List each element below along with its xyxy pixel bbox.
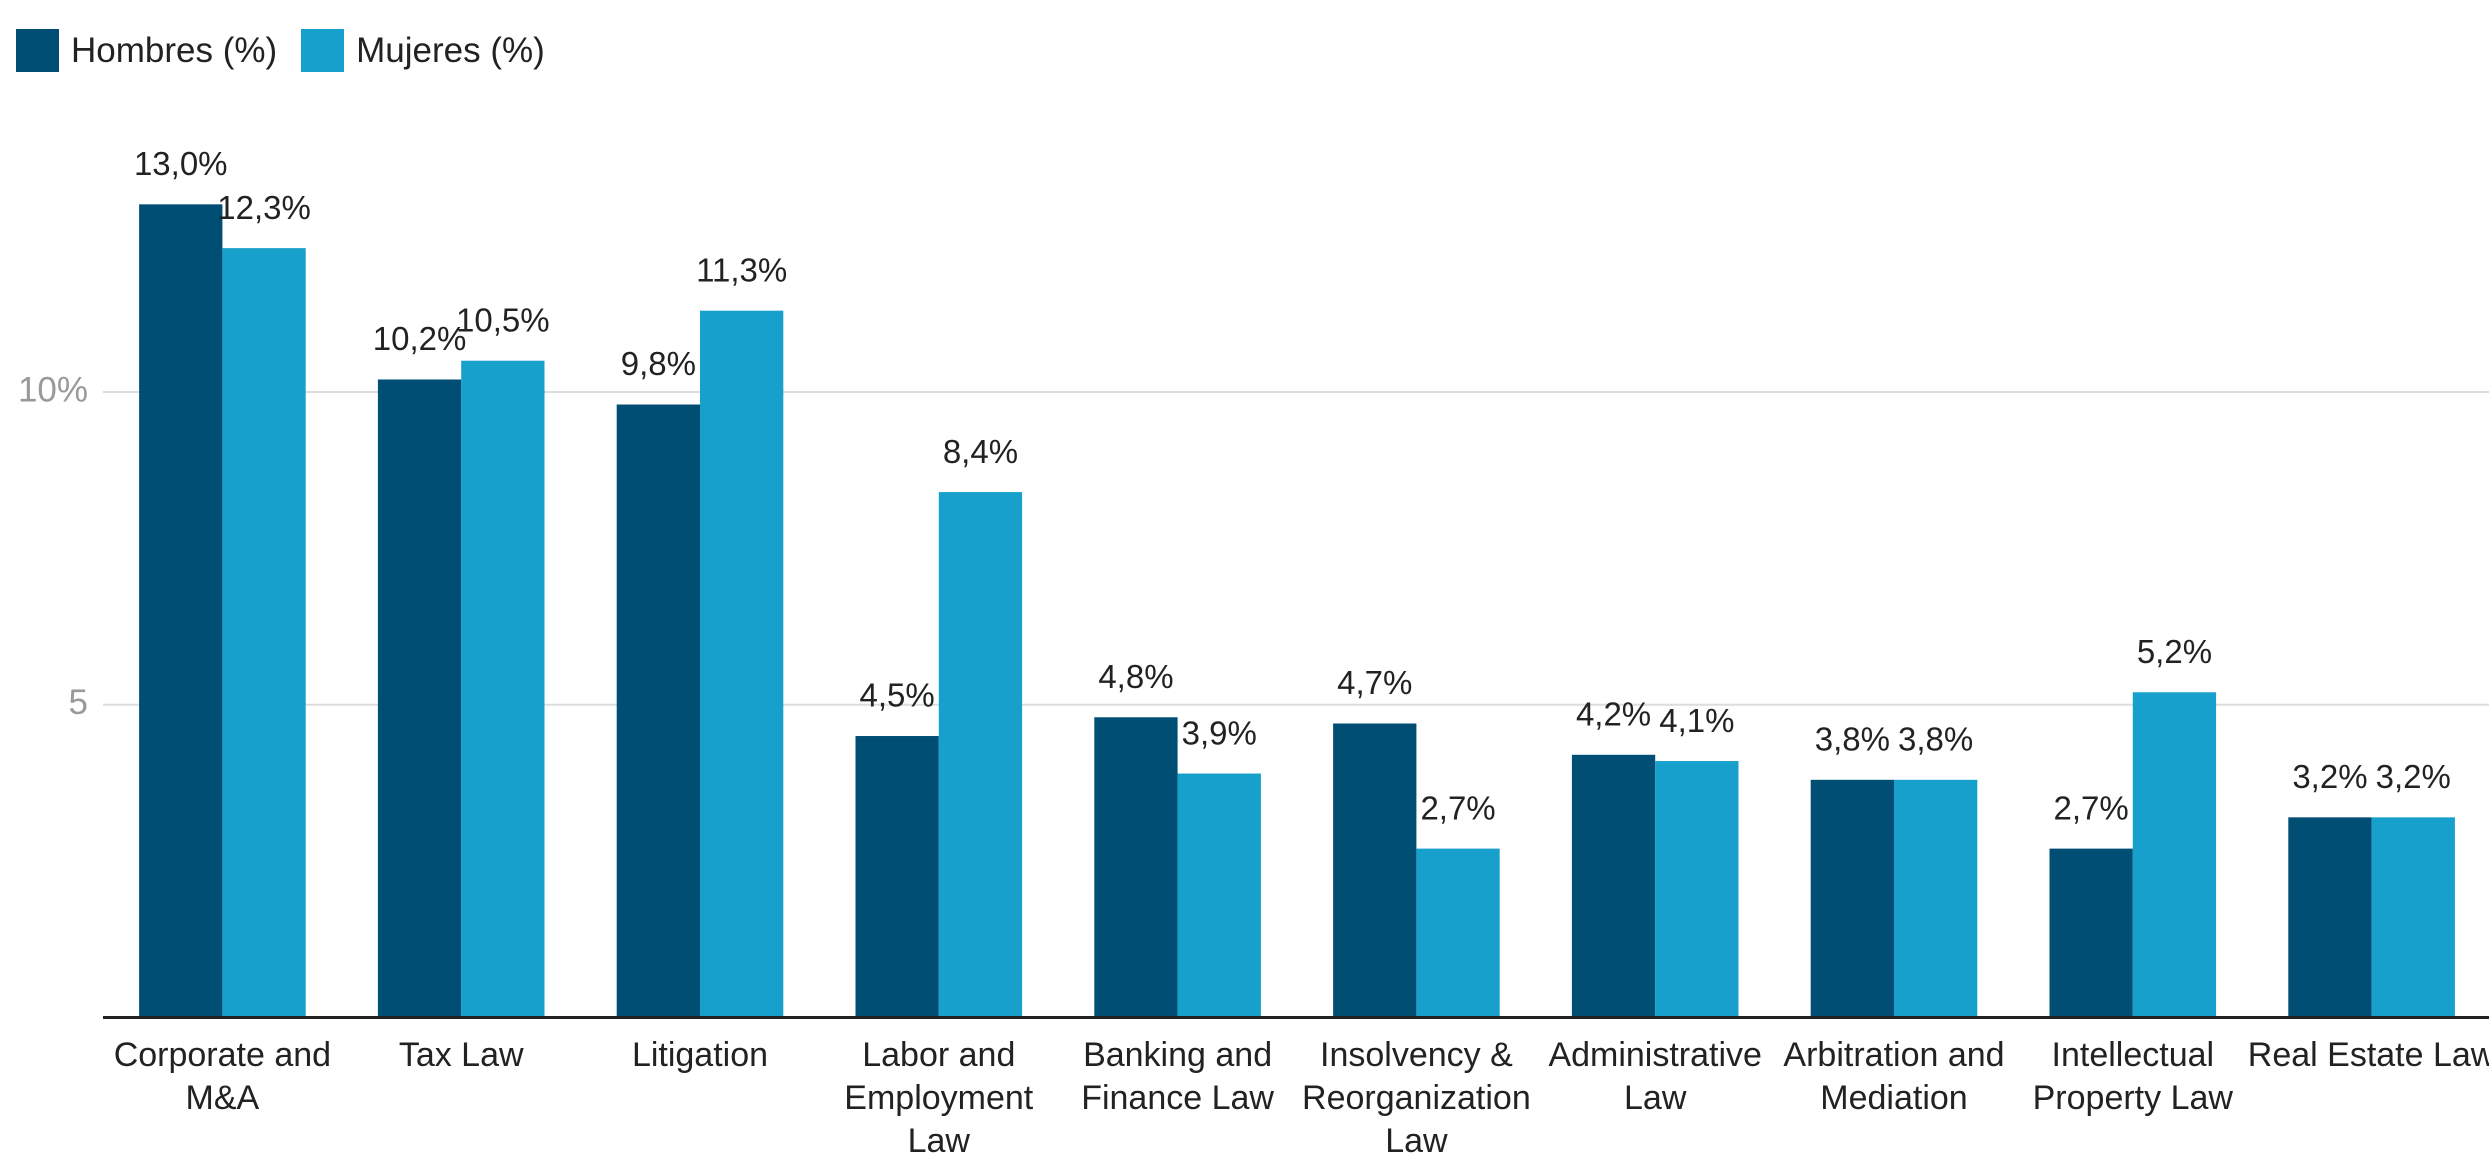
bar <box>855 736 939 1018</box>
data-label: 3,8% <box>1898 721 1973 758</box>
bar <box>2132 692 2217 1018</box>
legend-item: Hombres (%) <box>16 29 277 72</box>
data-label: 2,7% <box>1420 789 1495 826</box>
y-tick-label: 5 <box>69 683 88 722</box>
data-label: 4,8% <box>1098 658 1173 695</box>
legend-swatch <box>301 29 345 72</box>
x-tick-label: Tax Law <box>398 1036 524 1074</box>
x-tick-label: Administrative Law <box>1548 1036 1762 1117</box>
data-label: 4,5% <box>860 677 935 714</box>
bar <box>2288 817 2372 1018</box>
data-label: 10,2% <box>373 320 467 357</box>
data-label: 12,3% <box>217 189 311 226</box>
bar <box>222 248 306 1018</box>
x-tick-label: Intellectual Property Law <box>2032 1036 2233 1117</box>
bar <box>1571 754 1656 1018</box>
bar <box>1094 717 1178 1018</box>
data-label: 3,8% <box>1815 721 1890 758</box>
bar <box>1894 779 1978 1018</box>
data-label: 13,0% <box>134 145 228 182</box>
data-label: 10,5% <box>456 301 550 338</box>
data-label: 9,8% <box>621 345 696 382</box>
x-tick-label: Insolvency & Reorganization Law <box>1302 1036 1531 1156</box>
bar <box>2371 817 2455 1018</box>
data-label: 2,7% <box>2054 789 2129 826</box>
y-tick-label: 10% <box>18 370 88 409</box>
bar <box>1333 723 1417 1018</box>
data-label: 5,2% <box>2137 633 2212 670</box>
data-label: 8,4% <box>943 433 1018 470</box>
bar <box>377 379 462 1018</box>
x-tick-label: Real Estate Law <box>2247 1036 2489 1074</box>
bar <box>1655 761 1739 1018</box>
x-tick-label: Corporate and M&A <box>113 1036 332 1117</box>
legend-label: Mujeres (%) <box>356 30 545 70</box>
bar <box>938 492 1023 1018</box>
x-tick-label: Litigation <box>631 1036 769 1074</box>
data-label: 3,9% <box>1182 714 1257 751</box>
data-label: 4,7% <box>1337 664 1412 701</box>
bar <box>1810 779 1894 1018</box>
data-label: 3,2% <box>2292 758 2367 795</box>
bar <box>616 404 700 1018</box>
x-tick-label: Banking and Finance Law <box>1081 1036 1274 1117</box>
x-tick-label: Arbitration and Mediation <box>1783 1036 2005 1117</box>
data-label: 3,2% <box>2376 758 2451 795</box>
bar <box>700 310 784 1018</box>
data-label: 4,1% <box>1659 702 1734 739</box>
data-label: 4,2% <box>1576 696 1651 733</box>
bar <box>139 204 223 1018</box>
x-tick-label: Labor and Employment Law <box>844 1036 1034 1156</box>
legend-label: Hombres (%) <box>71 30 278 70</box>
data-label: 11,3% <box>696 251 787 288</box>
bar <box>1416 848 1500 1018</box>
legend-swatch <box>16 29 59 72</box>
bar <box>461 360 545 1018</box>
legend-item: Mujeres (%) <box>301 29 545 72</box>
bar <box>2049 848 2133 1018</box>
bar <box>1177 773 1261 1018</box>
